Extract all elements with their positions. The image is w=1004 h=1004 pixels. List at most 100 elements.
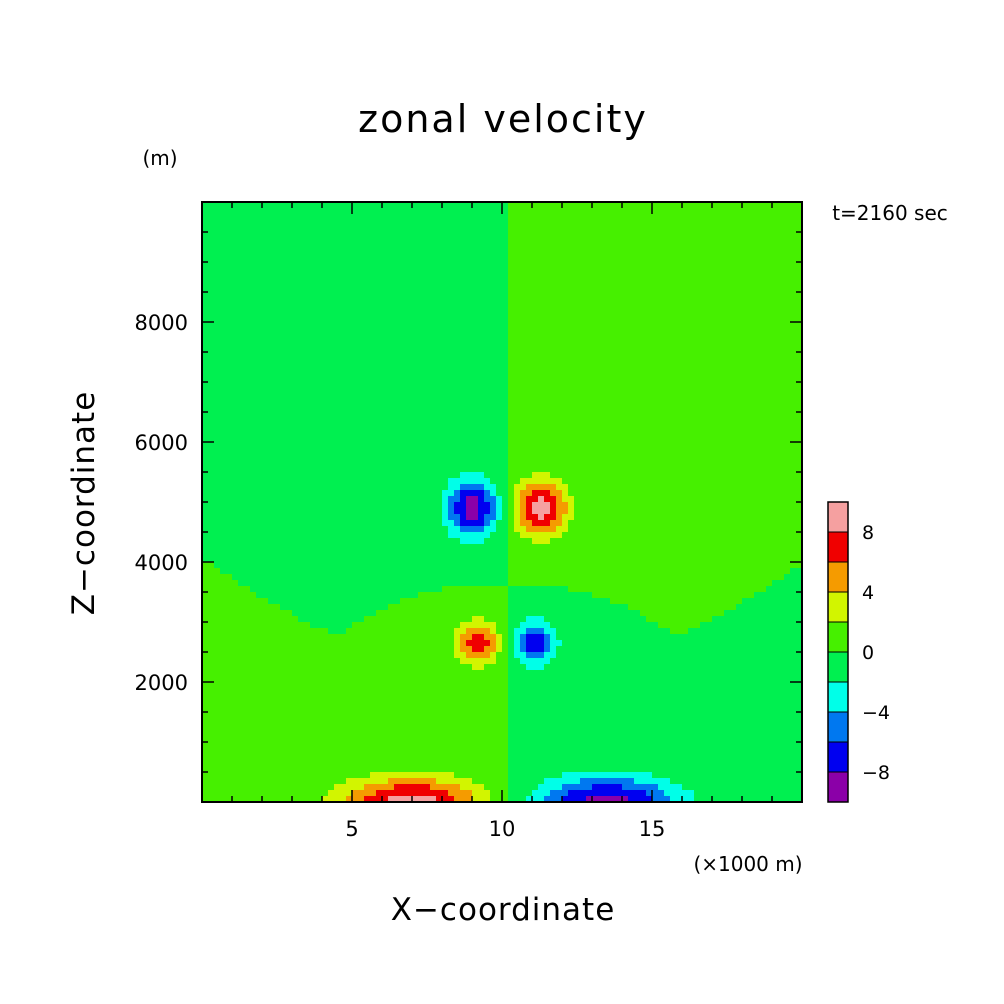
field-cell: [388, 298, 395, 305]
field-cell: [352, 490, 359, 497]
field-cell: [322, 430, 329, 437]
field-cell: [754, 448, 761, 455]
field-cell: [412, 298, 419, 305]
field-cell: [226, 316, 233, 323]
field-cell: [514, 214, 521, 221]
field-cell: [418, 232, 425, 239]
field-cell: [514, 424, 521, 431]
field-cell: [490, 394, 497, 401]
field-cell: [412, 214, 419, 221]
field-cell: [298, 262, 305, 269]
field-cell: [598, 418, 605, 425]
field-cell: [700, 448, 707, 455]
field-cell: [244, 238, 251, 245]
field-cell: [418, 448, 425, 455]
field-cell: [268, 232, 275, 239]
field-cell: [676, 232, 683, 239]
field-cell: [742, 370, 749, 377]
field-cell: [244, 352, 251, 359]
field-cell: [334, 292, 341, 299]
field-cell: [280, 322, 287, 329]
field-cell: [478, 388, 485, 395]
field-cell: [340, 400, 347, 407]
field-cell: [232, 376, 239, 383]
field-cell: [664, 238, 671, 245]
field-cell: [544, 478, 551, 485]
field-cell: [310, 292, 317, 299]
field-cell: [208, 472, 215, 479]
field-cell: [490, 232, 497, 239]
field-cell: [526, 316, 533, 323]
field-cell: [256, 298, 263, 305]
field-cell: [664, 430, 671, 437]
field-cell: [316, 316, 323, 323]
field-cell: [778, 430, 785, 437]
field-cell: [352, 358, 359, 365]
field-cell: [520, 466, 527, 473]
field-cell: [394, 424, 401, 431]
field-cell: [760, 478, 767, 485]
field-cell: [400, 226, 407, 233]
field-cell: [574, 244, 581, 251]
field-cell: [604, 358, 611, 365]
field-cell: [448, 232, 455, 239]
field-cell: [718, 382, 725, 389]
field-cell: [394, 208, 401, 215]
field-cell: [568, 388, 575, 395]
field-cell: [226, 400, 233, 407]
field-cell: [298, 496, 305, 503]
field-cell: [670, 472, 677, 479]
field-cell: [628, 484, 635, 491]
field-cell: [556, 322, 563, 329]
field-cell: [430, 454, 437, 461]
field-cell: [646, 358, 653, 365]
field-cell: [508, 370, 515, 377]
field-cell: [280, 448, 287, 455]
field-cell: [664, 418, 671, 425]
field-cell: [544, 262, 551, 269]
field-cell: [646, 472, 653, 479]
field-cell: [730, 364, 737, 371]
field-cell: [214, 244, 221, 251]
field-cell: [478, 460, 485, 467]
field-cell: [616, 454, 623, 461]
field-cell: [400, 316, 407, 323]
field-cell: [754, 460, 761, 467]
field-cell: [208, 412, 215, 419]
field-cell: [274, 352, 281, 359]
field-cell: [718, 370, 725, 377]
field-cell: [310, 370, 317, 377]
field-cell: [718, 388, 725, 395]
field-cell: [394, 454, 401, 461]
field-cell: [502, 376, 509, 383]
field-cell: [244, 256, 251, 263]
field-cell: [790, 424, 797, 431]
field-cell: [706, 268, 713, 275]
field-cell: [292, 436, 299, 443]
field-cell: [682, 220, 689, 227]
field-cell: [280, 220, 287, 227]
field-cell: [736, 220, 743, 227]
field-cell: [754, 334, 761, 341]
field-cell: [676, 334, 683, 341]
field-cell: [496, 226, 503, 233]
field-cell: [352, 352, 359, 359]
field-cell: [700, 334, 707, 341]
field-cell: [466, 208, 473, 215]
field-cell: [724, 238, 731, 245]
field-cell: [538, 202, 545, 209]
field-cell: [280, 454, 287, 461]
field-cell: [286, 442, 293, 449]
field-cell: [448, 268, 455, 275]
field-cell: [580, 412, 587, 419]
field-cell: [268, 316, 275, 323]
field-cell: [658, 394, 665, 401]
field-cell: [508, 352, 515, 359]
field-cell: [424, 328, 431, 335]
field-cell: [262, 208, 269, 215]
field-cell: [262, 412, 269, 419]
field-cell: [628, 388, 635, 395]
field-cell: [262, 298, 269, 305]
field-cell: [766, 334, 773, 341]
